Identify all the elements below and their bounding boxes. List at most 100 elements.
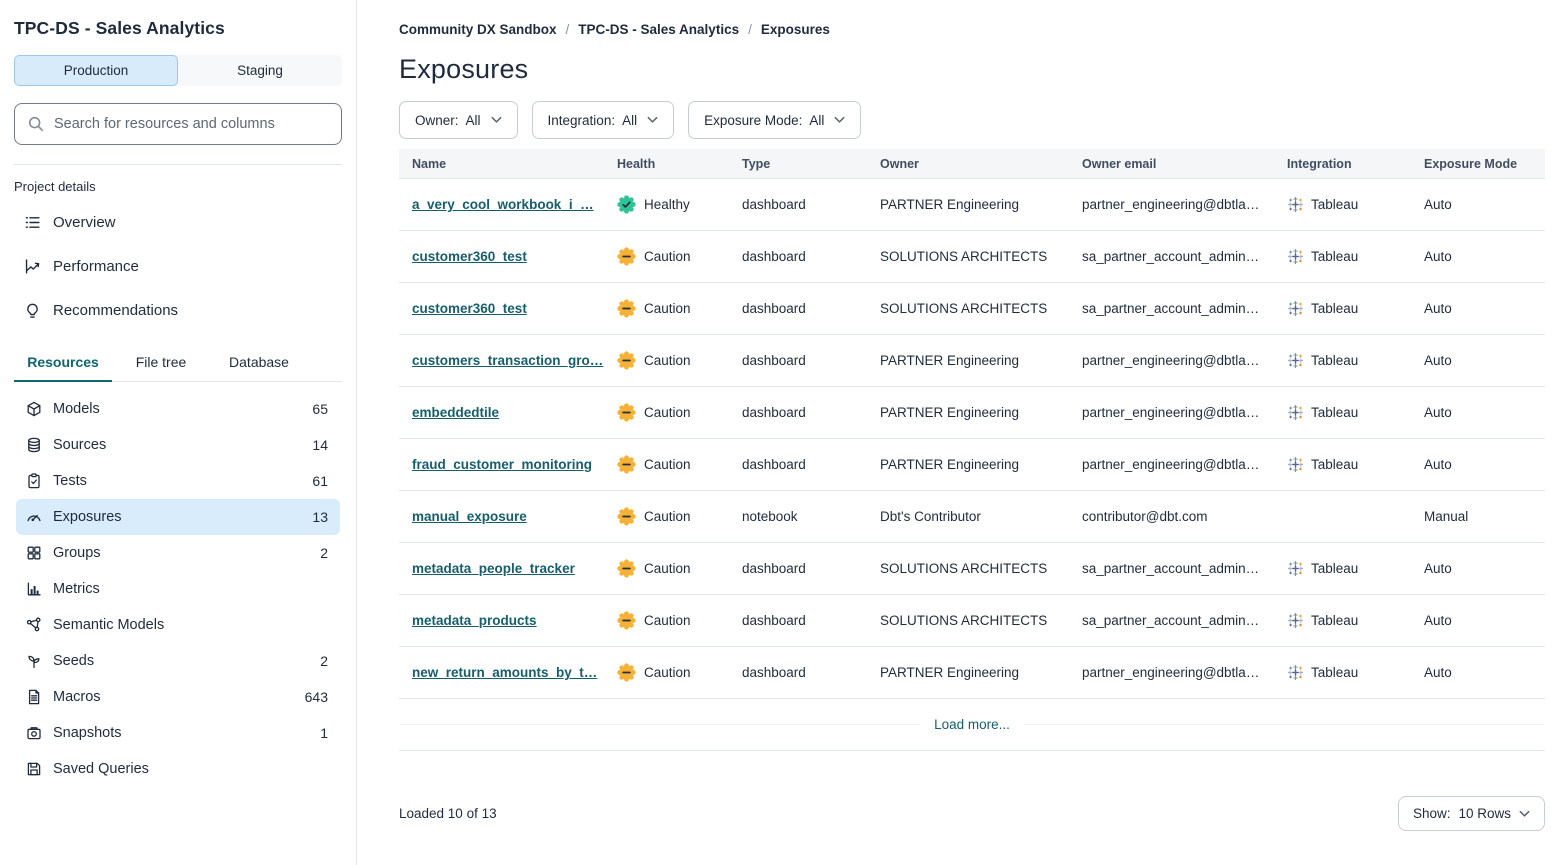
owner-cell: PARTNER Engineering [880, 665, 1020, 680]
type-cell: dashboard [742, 301, 806, 316]
search-box[interactable] [14, 103, 342, 145]
tab-database[interactable]: Database [229, 354, 289, 370]
load-more-link[interactable]: Load more... [934, 717, 1010, 732]
tab-resources[interactable]: Resources [14, 354, 112, 382]
exposure-name-link[interactable]: metadata_products [412, 613, 537, 628]
type-cell: dashboard [742, 405, 806, 420]
sidebar-item-overview[interactable]: Overview [14, 200, 342, 244]
sidebar-item-exposures[interactable]: Exposures 13 [16, 499, 340, 535]
name-cell: manual_exposure [399, 509, 604, 524]
integration-label: Tableau [1311, 197, 1359, 212]
exposure-name-link[interactable]: customers_transaction_gro… [412, 353, 604, 368]
owner-email-cell: sa_partner_account_admin… [1082, 301, 1260, 316]
resource-count: 1 [320, 725, 328, 741]
owner-email-cell: partner_engineering@dbtla… [1082, 353, 1260, 368]
sidebar-divider [14, 164, 342, 165]
breadcrumb-item-exposures[interactable]: Exposures [760, 22, 830, 37]
exposure-name-link[interactable]: customer360_test [412, 249, 527, 264]
health-label: Healthy [644, 197, 690, 212]
env-toggle-staging[interactable]: Staging [237, 63, 283, 78]
filter-owner[interactable]: Owner: All [399, 101, 518, 139]
resource-list: Models 65 Sources 14 Tests 61 Exposures 13 Group… [14, 391, 342, 787]
sprout-icon [26, 653, 42, 669]
exposure-name-link[interactable]: customer360_test [412, 301, 527, 316]
healthy-seal-check-icon [617, 195, 636, 214]
exposure-name-link[interactable]: metadata_people_tracker [412, 561, 575, 576]
owner-cell: Dbt's Contributor [880, 509, 981, 524]
tableau-icon [1287, 560, 1304, 577]
name-cell: fraud_customer_monitoring [399, 457, 604, 472]
sidebar-item-metrics[interactable]: Metrics [16, 571, 340, 607]
chevron-down-icon [491, 116, 502, 124]
health-label: Caution [644, 301, 691, 316]
name-cell: embeddedtile [399, 405, 604, 420]
tab-file-tree[interactable]: File tree [135, 354, 187, 370]
sidebar-item-sources[interactable]: Sources 14 [16, 427, 340, 463]
env-toggle-production[interactable]: Production [14, 55, 178, 86]
owner-email-cell: sa_partner_account_admin… [1082, 613, 1260, 628]
filter-value: All [622, 112, 638, 128]
name-cell: customer360_test [399, 249, 604, 264]
type-cell: notebook [742, 509, 798, 524]
resource-label: Metrics [53, 581, 100, 597]
search-input[interactable] [54, 116, 329, 132]
sidebar-item-seeds[interactable]: Seeds 2 [16, 643, 340, 679]
sidebar-item-label: Recommendations [53, 301, 179, 319]
table-footer: Loaded 10 of 13 Show: 10 Rows [399, 796, 1545, 831]
caution-seal-minus-icon [617, 663, 636, 682]
column-header-integration: Integration [1287, 156, 1352, 171]
resource-label: Seeds [53, 653, 95, 669]
owner-email-cell: partner_engineering@dbtla… [1082, 197, 1260, 212]
overview-list-icon [24, 214, 41, 231]
table-row: manual_exposure Caution notebook Dbt's Cont… [399, 491, 1545, 543]
sidebar-item-performance[interactable]: Performance [14, 244, 342, 288]
exposure-mode-cell: Auto [1424, 613, 1452, 628]
project-title: TPC-DS - Sales Analytics [14, 18, 225, 38]
health-cell: Caution [604, 663, 729, 682]
resource-count: 65 [312, 401, 328, 417]
exposure-name-link[interactable]: fraud_customer_monitoring [412, 457, 593, 472]
sidebar-item-tests[interactable]: Tests 61 [16, 463, 340, 499]
exposure-name-link[interactable]: new_return_amounts_by_t… [412, 665, 598, 680]
health-label: Caution [644, 249, 691, 264]
sidebar-item-snapshots[interactable]: Snapshots 1 [16, 715, 340, 751]
health-cell: Caution [604, 559, 729, 578]
integration-cell: Tableau [1274, 456, 1411, 473]
breadcrumb-item-tpc-ds-sales-analytics[interactable]: TPC-DS - Sales Analytics [578, 22, 740, 37]
project-details-list: Overview Performance Recommendations [14, 200, 342, 332]
resource-count: 14 [312, 437, 328, 453]
exposure-name-link[interactable]: a_very_cool_workbook_i_… [412, 197, 594, 212]
exposure-name-link[interactable]: embeddedtile [412, 405, 500, 420]
integration-label: Tableau [1311, 613, 1359, 628]
sidebar-item-groups[interactable]: Groups 2 [16, 535, 340, 571]
breadcrumb-separator: / [565, 22, 570, 37]
project-details-label: Project details [14, 179, 96, 194]
sidebar-item-semantic-models[interactable]: Semantic Models [16, 607, 340, 643]
type-cell: dashboard [742, 665, 806, 680]
show-rows-dropdown[interactable]: Show: 10 Rows [1397, 796, 1545, 831]
resource-label: Models [53, 401, 100, 417]
database-icon [26, 437, 42, 453]
sidebar-item-models[interactable]: Models 65 [16, 391, 340, 427]
caution-seal-minus-icon [617, 299, 636, 318]
cube-icon [26, 401, 42, 417]
integration-cell: Tableau [1274, 352, 1411, 369]
owner-cell: PARTNER Engineering [880, 353, 1020, 368]
filter-bar: Owner: All Integration: All Exposure Mode: Al… [399, 101, 1545, 139]
table-row: fraud_customer_monitoring Caution dashboar… [399, 439, 1545, 491]
filter-exposure-mode[interactable]: Exposure Mode: All [688, 101, 862, 139]
caution-seal-minus-icon [617, 611, 636, 630]
tableau-icon [1287, 664, 1304, 681]
breadcrumb-item-community-dx-sandbox[interactable]: Community DX Sandbox [399, 22, 557, 37]
sidebar-item-macros[interactable]: Macros 643 [16, 679, 340, 715]
owner-cell: SOLUTIONS ARCHITECTS [880, 561, 1048, 576]
sidebar-item-saved-queries[interactable]: Saved Queries [16, 751, 340, 787]
tableau-icon [1287, 404, 1304, 421]
filter-integration[interactable]: Integration: All [531, 101, 675, 139]
filter-value: All [809, 112, 825, 128]
sidebar-item-label: Performance [53, 257, 139, 275]
loaded-count-text: Loaded 10 of 13 [399, 806, 497, 821]
sidebar-item-recommendations[interactable]: Recommendations [14, 288, 342, 332]
gauge-icon [26, 509, 42, 525]
exposure-name-link[interactable]: manual_exposure [412, 509, 527, 524]
